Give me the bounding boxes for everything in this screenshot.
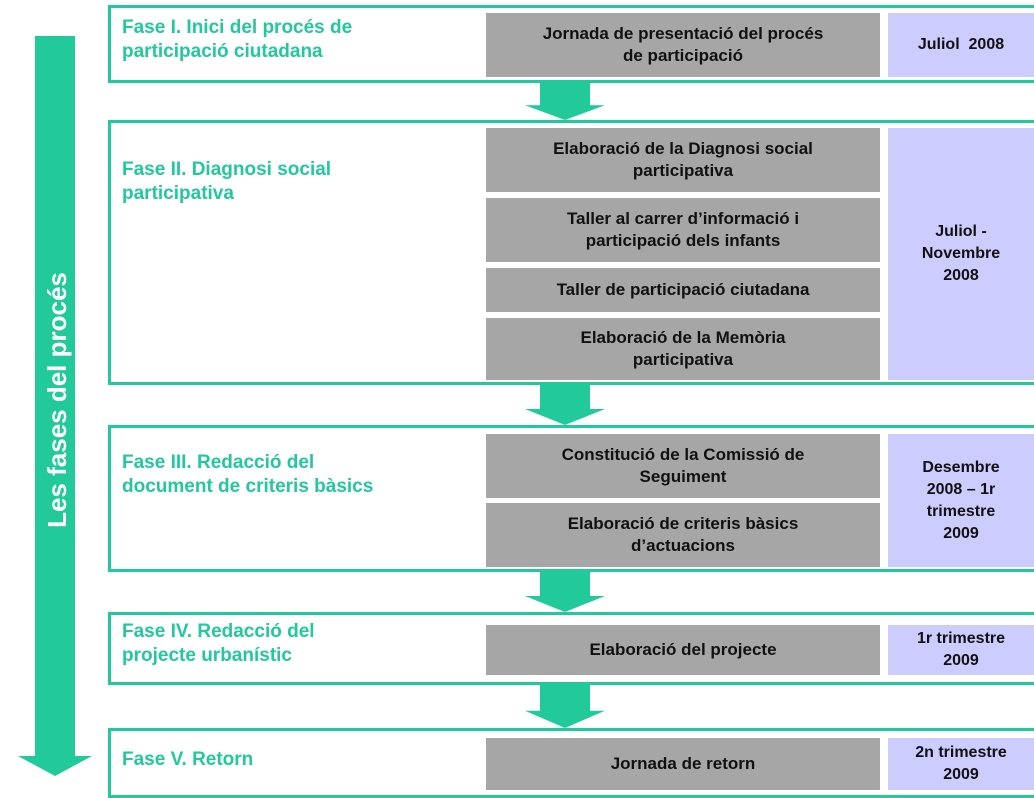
text-line: Elaboració de la Diagnosi social: [553, 139, 813, 158]
text-line: Taller de participació ciutadana: [556, 280, 810, 299]
period: 2n trimestre 2009: [888, 738, 1034, 790]
text-line: 2009: [943, 524, 979, 542]
activity: Constitució de la Comissió de Seguiment: [486, 434, 880, 498]
text-line: Constitució de la Comissió de: [561, 445, 805, 464]
text-line: Fase II. Diagnosi social: [122, 159, 332, 180]
period: Juliol 2008: [888, 13, 1034, 77]
text-line: Juliol 2008: [917, 36, 1005, 53]
text-line: Seguiment: [639, 467, 727, 486]
text-line: document de criteris bàsics: [122, 476, 374, 497]
activity: Elaboració de criteris bàsics d’actuacion…: [486, 503, 880, 567]
period: 1r trimestre 2009: [888, 625, 1034, 675]
activity: Jornada de presentació del procés de part…: [486, 13, 880, 77]
phase-box: [108, 728, 1034, 798]
activity: Elaboració del projecte: [486, 625, 880, 675]
phase-title: Fase V. Retorn: [122, 748, 482, 772]
phase-title: Fase III. Redacció del document de criter…: [122, 451, 482, 499]
flow-arrow: [525, 83, 605, 120]
activity: Elaboració de la Memòria participativa: [486, 318, 880, 380]
phase-box: [108, 612, 1034, 685]
phase-box: [108, 120, 1034, 385]
text-line: Elaboració del projecte: [589, 640, 777, 659]
text-line: Novembre: [921, 245, 1001, 262]
text-line: participació ciutadana: [122, 41, 323, 62]
activity: Elaboració de la Diagnosi social particip…: [486, 128, 880, 192]
text-line: trimestre: [926, 502, 996, 520]
phase-title: Fase IV. Redacció del projecte urbanístic: [122, 620, 482, 668]
activity: Taller al carrer d’informació i participa…: [486, 198, 880, 262]
text-line: Fase III. Redacció del: [122, 452, 315, 473]
text-line: 2008 – 1r: [926, 480, 996, 498]
phase-box: [108, 5, 1034, 83]
flow-arrow: [525, 685, 605, 728]
text-line: Juliol -: [935, 223, 987, 240]
activity: Jornada de retorn: [486, 738, 880, 790]
period: Desembre 2008 – 1r trimestre 2009: [888, 434, 1034, 567]
text-line: 2n trimestre: [915, 744, 1007, 761]
text-line: Fase IV. Redacció del: [122, 621, 315, 642]
text-line: Jornada de presentació del procés: [542, 24, 824, 43]
text-line: d’actuacions: [631, 536, 735, 555]
flow-arrow: [525, 572, 605, 612]
text-line: Jornada de retorn: [610, 754, 756, 773]
text-line: projecte urbanístic: [122, 645, 292, 666]
phase-title: Fase II. Diagnosi social participativa: [122, 158, 482, 206]
text-line: participativa: [632, 161, 734, 180]
text-line: 2009: [943, 652, 979, 669]
text-line: participació dels infants: [585, 231, 781, 250]
text-line: Elaboració de criteris bàsics: [567, 514, 799, 533]
text-line: 1r trimestre: [916, 630, 1006, 647]
text-line: participativa: [632, 350, 734, 369]
side-label: Les fases del procés: [42, 272, 72, 528]
text-line: Elaboració de la Memòria: [580, 328, 786, 347]
side-arrow: Les fases del procés: [18, 36, 92, 776]
text-line: 2008: [943, 267, 979, 284]
activity: Taller de participació ciutadana: [486, 268, 880, 312]
text-line: Taller al carrer d’informació i: [566, 209, 800, 228]
text-line: 2009: [943, 766, 979, 783]
text-line: Desembre: [922, 458, 1000, 476]
text-line: Fase I. Inici del procés de: [122, 17, 353, 38]
text-line: de participació: [623, 46, 743, 65]
phase-title: Fase I. Inici del procés de participació …: [122, 16, 482, 64]
period: Juliol - Novembre 2008: [888, 128, 1034, 380]
text-line: Fase V. Retorn: [122, 749, 254, 770]
text-line: participativa: [122, 183, 234, 204]
flow-arrow: [525, 385, 605, 425]
phase-box: [108, 425, 1034, 572]
